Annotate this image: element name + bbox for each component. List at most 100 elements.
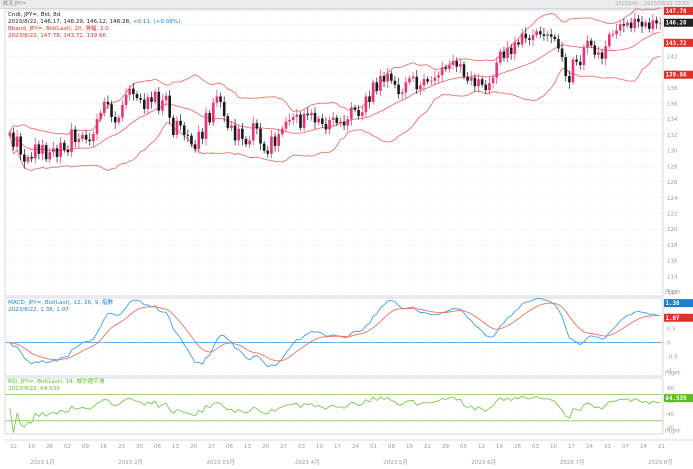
candle-body xyxy=(259,128,262,144)
candle-body xyxy=(524,33,528,39)
candle-body xyxy=(23,154,26,162)
candle-body xyxy=(150,97,153,102)
y-tick-label: 114 xyxy=(667,274,678,280)
candle-body xyxy=(335,117,339,124)
candle-body xyxy=(179,120,182,126)
candle-body xyxy=(589,40,593,46)
candle-body xyxy=(393,80,397,85)
price-tag-bg xyxy=(664,38,693,47)
candle-body xyxy=(237,128,241,141)
candle-body xyxy=(164,95,168,101)
rsi-tag: 64.539 xyxy=(666,396,687,402)
candle-body xyxy=(175,120,179,135)
candle-body xyxy=(455,61,459,67)
candle-body xyxy=(429,80,433,82)
candle-body xyxy=(186,134,190,136)
macd-signal-tag-bg xyxy=(664,313,693,322)
candle-body xyxy=(604,46,607,59)
candle-body xyxy=(531,35,535,40)
macd-series-label: MACD, JPY=, Bid(Last), 12, 26, 9, 指數 xyxy=(8,300,114,306)
rsi-values: 2023/8/22, 64.539 xyxy=(8,386,60,392)
candle-body xyxy=(41,145,44,154)
x-day-label: 30 xyxy=(136,444,143,450)
candle-body xyxy=(491,77,495,84)
rsi-y-tick-label: 40 xyxy=(667,412,674,418)
candle-body xyxy=(575,59,578,62)
bband-lower-line xyxy=(9,55,661,172)
candle-body xyxy=(600,52,604,59)
y-tick-label: 136 xyxy=(667,102,678,108)
candle-body xyxy=(241,128,244,139)
price-tag: 139.66 xyxy=(666,73,687,79)
candle-body xyxy=(633,18,637,29)
candle-body xyxy=(597,52,600,55)
macd-signal-tag: 1.07 xyxy=(666,316,680,322)
candle-body xyxy=(201,131,204,139)
candle-body xyxy=(397,84,400,95)
candle-body xyxy=(411,76,415,79)
macd-tag-bg xyxy=(664,299,693,308)
rsi-lines xyxy=(9,395,661,433)
candle-body xyxy=(658,22,662,24)
candle-body xyxy=(586,40,589,48)
x-day-label: 09 xyxy=(82,444,89,450)
candle-series-label: Cndl, JPY=, Bid, 8d xyxy=(8,12,61,18)
candle-body xyxy=(419,85,422,90)
candle-body xyxy=(626,22,629,26)
x-day-label: 01 xyxy=(370,444,377,450)
main-legend: Cndl, JPY=, Bid, 8d 2023/8/22, 146.17, 1… xyxy=(8,12,180,40)
candle-body xyxy=(324,123,328,130)
y-tick-label: 116 xyxy=(667,259,678,265)
candle-body xyxy=(549,34,553,37)
candle-body xyxy=(440,67,444,76)
candle-body xyxy=(608,34,611,47)
price-tags: 147.78 146.28 143.72 139.66 1.38 1.07 64.539 xyxy=(664,6,693,403)
candle-body xyxy=(128,88,132,95)
macd-pane-border xyxy=(4,297,664,377)
main-pane-border xyxy=(4,9,664,297)
candle-body xyxy=(168,95,171,118)
macd-y-tick-label: 0 xyxy=(667,341,671,347)
candle-body xyxy=(193,144,197,150)
candle-body xyxy=(622,24,626,26)
candle-body xyxy=(230,125,233,128)
candle-body xyxy=(219,96,222,102)
candle-body xyxy=(244,138,248,145)
macd-signal-line xyxy=(9,302,661,362)
candle-body xyxy=(281,128,284,135)
candle-body xyxy=(375,82,379,91)
candle-body xyxy=(288,120,291,122)
x-day-label: 19 xyxy=(28,444,35,450)
candle-body xyxy=(284,121,288,129)
x-month-label: 2023 03月 xyxy=(207,459,235,466)
candle-body xyxy=(488,83,491,91)
candle-body xyxy=(350,107,353,120)
x-day-label: 17 xyxy=(568,444,575,450)
candle-body xyxy=(520,33,524,45)
candle-body xyxy=(640,21,644,27)
macd-lines xyxy=(9,298,661,368)
x-day-label: 24 xyxy=(586,444,593,450)
x-day-label: 06 xyxy=(154,444,161,450)
y-tick-label: 142 xyxy=(667,54,678,60)
candle-body xyxy=(132,88,135,95)
candle-body xyxy=(26,156,30,162)
candle-body xyxy=(509,47,513,54)
candle-body xyxy=(146,97,150,109)
candle-body xyxy=(88,139,92,142)
candle-body xyxy=(469,77,473,81)
x-day-label: 10 xyxy=(550,444,557,450)
candle-body xyxy=(226,116,230,128)
bband-series-label: Bband, JPY=, Bid(Last), 20, 滑幅, 2.0 xyxy=(8,26,109,32)
x-day-label: 26 xyxy=(46,444,53,450)
candle-body xyxy=(157,91,161,111)
candle-body xyxy=(102,101,106,113)
candle-body xyxy=(568,76,571,83)
candle-body xyxy=(466,76,469,81)
candle-body xyxy=(299,114,302,128)
candle-body xyxy=(459,64,462,67)
candle-body xyxy=(295,114,299,117)
candle-body xyxy=(320,118,324,124)
candle-body xyxy=(647,22,651,29)
